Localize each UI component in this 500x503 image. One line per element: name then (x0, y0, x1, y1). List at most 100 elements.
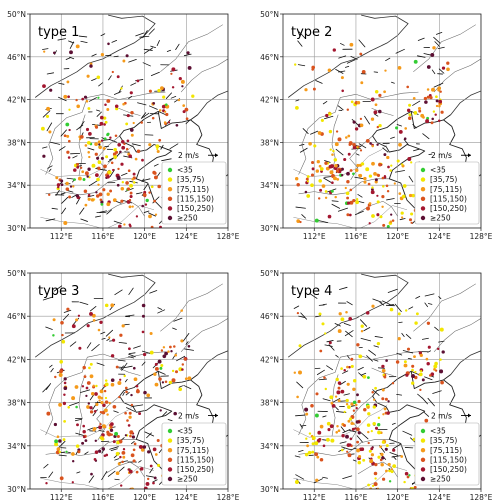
station-point (312, 87, 316, 91)
wind-vector (407, 357, 412, 360)
station-point (158, 377, 162, 381)
wind-vector (45, 218, 56, 222)
station-point (125, 147, 129, 151)
station-point (66, 307, 70, 311)
legend-marker (420, 448, 426, 453)
station-point (438, 104, 441, 108)
wind-vector (354, 176, 364, 180)
river (293, 144, 388, 177)
wind-vector (298, 315, 305, 318)
station-point (175, 123, 179, 127)
wind-vector (300, 424, 307, 427)
station-point (326, 421, 331, 426)
station-point (426, 361, 430, 366)
station-point (129, 183, 133, 188)
station-point (95, 173, 99, 177)
station-point (131, 205, 134, 208)
station-point (106, 99, 111, 103)
station-point (370, 453, 375, 457)
station-point (73, 168, 77, 172)
legend-label: [150,250) (177, 465, 214, 474)
station-point (356, 343, 360, 347)
lat-tick-label: 50°N (260, 10, 279, 19)
panel-title: type 3 (38, 284, 79, 299)
station-point (75, 318, 79, 322)
station-point (388, 480, 392, 483)
station-point (141, 204, 145, 208)
station-point (112, 440, 116, 444)
wind-vector (350, 55, 358, 60)
station-point (156, 439, 160, 442)
station-point (408, 113, 412, 117)
wind-vector (88, 475, 95, 483)
station-point (128, 205, 132, 209)
station-point (356, 198, 359, 201)
station-point (327, 68, 332, 73)
legend: <35[35,75)[75,115)[115,150)[150,250)≥250 (161, 161, 227, 225)
wind-vector (84, 451, 89, 455)
wind-vector (75, 432, 85, 436)
wind-vector (139, 35, 150, 38)
lon-tick-label: 112°E (303, 232, 326, 241)
station-point (369, 142, 372, 145)
wind-vector (43, 463, 49, 469)
map-frame (282, 13, 482, 229)
station-point (106, 432, 110, 436)
station-point (152, 447, 157, 452)
legend-label: ≥250 (177, 475, 198, 484)
station-point (325, 113, 329, 118)
station-point (347, 453, 352, 458)
station-point (383, 407, 387, 411)
wind-vector (118, 341, 127, 344)
wind-vector (364, 115, 370, 125)
station-point (403, 360, 407, 364)
station-point (103, 454, 107, 458)
station-point (346, 171, 350, 176)
station-point (96, 177, 100, 182)
country-border (450, 350, 481, 375)
wind-vector (137, 102, 147, 106)
station-point (295, 106, 299, 110)
station-point (382, 223, 386, 227)
station-point (58, 450, 61, 454)
station-point (337, 386, 341, 390)
station-point (374, 230, 378, 234)
station-point (419, 353, 423, 358)
wind-vector (338, 55, 347, 59)
station-point (56, 183, 61, 187)
wind-vector (72, 155, 78, 159)
station-point (108, 401, 111, 405)
station-point (398, 129, 403, 134)
station-point (377, 455, 381, 459)
legend-marker (420, 177, 426, 182)
wind-vector (128, 95, 132, 100)
station-point (69, 185, 73, 188)
station-point (114, 134, 118, 137)
wind-vector (53, 285, 63, 292)
station-point (115, 471, 120, 476)
station-point (115, 365, 119, 369)
wind-vector (142, 62, 151, 67)
station-point (310, 404, 314, 408)
station-point (121, 140, 125, 144)
station-point (138, 444, 143, 449)
station-point (99, 411, 103, 414)
station-point (376, 194, 379, 197)
station-point (360, 81, 364, 85)
wind-vector (118, 466, 125, 472)
station-point (110, 354, 115, 358)
wind-vector (86, 342, 92, 349)
wind-vector (322, 101, 328, 105)
station-point (60, 179, 64, 183)
station-point (97, 395, 102, 399)
station-points (45, 303, 192, 489)
station-point (58, 373, 63, 377)
station-point (430, 52, 435, 57)
station-point (343, 369, 346, 372)
station-point (165, 112, 169, 117)
station-point (359, 52, 363, 56)
station-point (106, 413, 109, 416)
station-point (411, 364, 415, 368)
station-point (110, 303, 115, 308)
lon-tick-label: 116°E (92, 232, 115, 241)
